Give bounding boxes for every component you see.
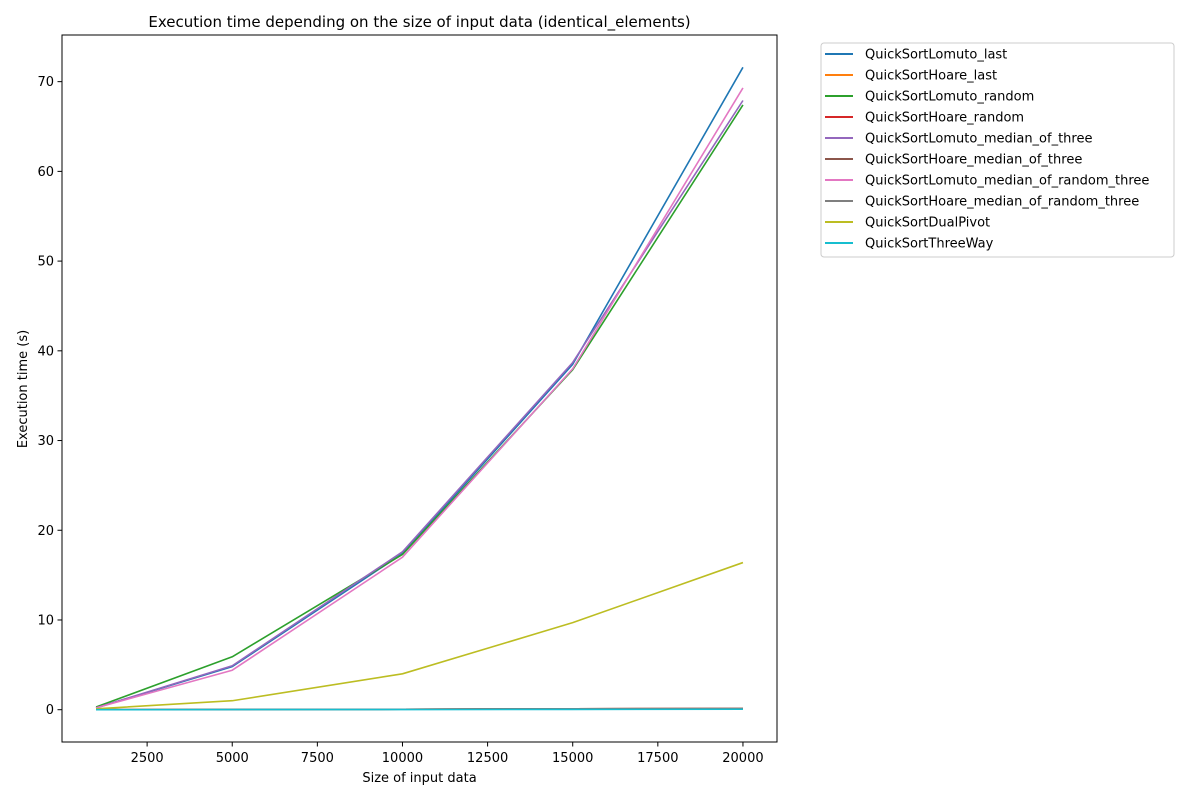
y-axis-label: Execution time (s) bbox=[16, 330, 31, 448]
x-tick-label: 20000 bbox=[722, 751, 763, 766]
series-line-2 bbox=[96, 105, 743, 707]
legend: QuickSortLomuto_last QuickSortHoare_last Q… bbox=[821, 43, 1174, 257]
series-line-6 bbox=[96, 88, 743, 708]
x-tick-label: 5000 bbox=[216, 751, 249, 766]
plot-frame bbox=[62, 35, 777, 742]
x-tick-label: 12500 bbox=[467, 751, 508, 766]
y-tick-label: 30 bbox=[37, 434, 54, 449]
legend-label: QuickSortLomuto_last bbox=[865, 48, 1007, 63]
y-axis: 0 10 20 30 40 50 60 70 bbox=[37, 75, 62, 718]
x-tick-label: 2500 bbox=[131, 751, 164, 766]
x-tick-label: 17500 bbox=[637, 751, 678, 766]
y-tick-label: 10 bbox=[37, 613, 54, 628]
legend-label: QuickSortHoare_random bbox=[865, 111, 1024, 126]
series-line-0 bbox=[96, 67, 743, 708]
x-axis-label: Size of input data bbox=[362, 771, 476, 786]
legend-label: QuickSortLomuto_median_of_three bbox=[865, 132, 1092, 147]
series-line-8 bbox=[96, 563, 743, 709]
x-tick-label: 10000 bbox=[382, 751, 423, 766]
x-axis: 2500 5000 7500 10000 12500 15000 17500 20000 bbox=[131, 742, 764, 766]
legend-label: QuickSortThreeWay bbox=[865, 237, 994, 252]
x-tick-label: 7500 bbox=[301, 751, 334, 766]
y-tick-label: 50 bbox=[37, 255, 54, 270]
y-tick-label: 20 bbox=[37, 524, 54, 539]
plot-area bbox=[62, 35, 777, 742]
legend-label: QuickSortLomuto_random bbox=[865, 90, 1034, 105]
y-tick-label: 0 bbox=[46, 703, 54, 718]
series-line-4 bbox=[96, 101, 743, 708]
legend-label: QuickSortDualPivot bbox=[865, 216, 990, 231]
chart-title: Execution time depending on the size of … bbox=[148, 13, 690, 32]
legend-label: QuickSortLomuto_median_of_random_three bbox=[865, 174, 1149, 189]
y-tick-label: 40 bbox=[37, 344, 54, 359]
legend-label: QuickSortHoare_last bbox=[865, 69, 997, 84]
y-tick-label: 70 bbox=[37, 75, 54, 90]
x-tick-label: 15000 bbox=[552, 751, 593, 766]
legend-label: QuickSortHoare_median_of_three bbox=[865, 153, 1082, 168]
y-tick-label: 60 bbox=[37, 165, 54, 180]
legend-label: QuickSortHoare_median_of_random_three bbox=[865, 195, 1139, 210]
